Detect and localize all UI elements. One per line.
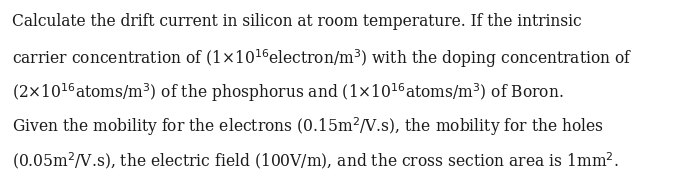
Text: Calculate the drift current in silicon at room temperature. If the intrinsic: Calculate the drift current in silicon a… [12, 13, 582, 30]
Text: (0.05m$^2$/V.s), the electric field (100V/m), and the cross section area is 1mm$: (0.05m$^2$/V.s), the electric field (100… [12, 150, 619, 171]
Text: (2×10$^{16}$atoms/m$^3$) of the phosphorus and (1×10$^{16}$atoms/m$^3$) of Boron: (2×10$^{16}$atoms/m$^3$) of the phosphor… [12, 81, 564, 104]
Text: Given the mobility for the electrons (0.15m$^2$/V.s), the mobility for the holes: Given the mobility for the electrons (0.… [12, 116, 605, 138]
Text: carrier concentration of (1×10$^{16}$electron/m$^3$) with the doping concentrati: carrier concentration of (1×10$^{16}$ele… [12, 47, 633, 70]
